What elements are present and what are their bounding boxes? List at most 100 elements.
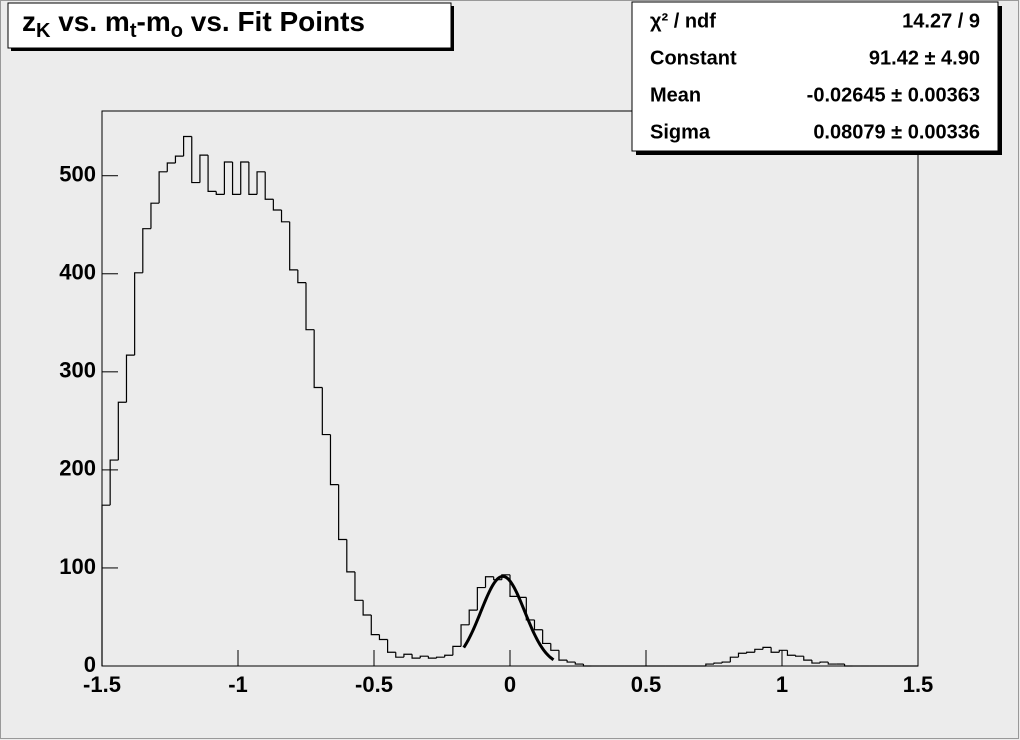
histogram-bin — [158, 171, 168, 204]
histogram-bin — [207, 155, 217, 193]
x-tick-label: -1 — [228, 672, 248, 697]
histogram-bin — [305, 282, 315, 331]
histogram-bin — [542, 629, 551, 645]
histogram-bin — [166, 162, 176, 172]
histogram-bin — [819, 661, 829, 664]
histogram-bin — [525, 597, 535, 621]
histogram-bin — [737, 652, 747, 658]
histogram-bin — [770, 647, 780, 653]
stat-value: 14.27 / 9 — [902, 10, 980, 32]
title-part: vs. m — [50, 6, 129, 37]
histogram-bin — [362, 600, 372, 616]
histogram-bin — [215, 191, 225, 195]
y-tick-label: 400 — [59, 260, 96, 285]
histogram-bin — [150, 202, 160, 229]
x-tick-label: 1 — [776, 672, 788, 697]
histogram-bin — [199, 154, 209, 183]
histogram-bin — [827, 662, 837, 665]
histogram-bin — [289, 221, 298, 271]
x-tick-label: 0.5 — [631, 672, 662, 697]
y-tick-label: 500 — [59, 162, 96, 187]
histogram-bin — [134, 272, 143, 356]
histogram-bin — [101, 504, 111, 666]
x-tick-label: -1.5 — [83, 672, 121, 697]
histogram-bin — [256, 171, 266, 195]
histogram-bin — [109, 459, 119, 506]
histogram-bin — [574, 662, 584, 665]
histogram-bin — [444, 654, 453, 658]
histogram-bin — [762, 646, 772, 650]
histogram-bin — [705, 663, 714, 666]
histogram-bin — [721, 661, 731, 664]
stat-value: -0.02645 ± 0.00363 — [807, 84, 980, 106]
histogram-bin — [280, 210, 290, 223]
histogram-bin — [811, 660, 821, 664]
histogram-bin — [313, 329, 323, 389]
x-tick-label: -0.5 — [355, 672, 393, 697]
stat-value: 91.42 ± 4.90 — [869, 47, 980, 69]
histogram-bin — [329, 434, 339, 486]
histogram-bin — [183, 135, 192, 157]
title-part: t — [130, 20, 137, 42]
y-tick-label: 0 — [84, 652, 96, 677]
histogram-bin — [191, 136, 200, 184]
histogram-bin — [550, 643, 559, 651]
histogram-bin — [435, 656, 445, 659]
plot: 0 100 200 300 400 500 -1.5 -1 -0.5 0 0.5 1 1.5 — [59, 135, 934, 697]
histogram-bin — [403, 653, 413, 658]
chart-title: zK vs. mt-mo vs. Fit Points — [22, 6, 365, 42]
y-tick-label: 300 — [59, 358, 96, 383]
histogram-bin — [248, 161, 258, 195]
y-tick-label: 200 — [59, 456, 96, 481]
stat-value: 0.08079 ± 0.00336 — [813, 121, 980, 143]
histogram-bin — [713, 662, 723, 665]
fit-curve — [462, 574, 555, 661]
histogram-bin — [370, 615, 380, 636]
y-tick-label: 100 — [59, 554, 96, 579]
histogram-bin — [795, 655, 804, 657]
histogram-bin — [387, 639, 396, 653]
histogram-bin — [117, 401, 127, 461]
stat-label: Sigma — [650, 121, 711, 143]
title-box — [7, 2, 452, 49]
histogram-bin — [142, 228, 151, 273]
stats: χ² / ndf 14.27 / 9 Constant 91.42 ± 4.90 Mea… — [650, 10, 980, 143]
title-part: z — [22, 6, 36, 37]
title-part: o — [171, 20, 183, 42]
histogram-bin — [378, 634, 388, 641]
histogram-bin — [746, 651, 755, 654]
stat-label: Mean — [650, 84, 701, 106]
histogram-bin — [321, 387, 331, 436]
histogram-bin — [223, 161, 233, 195]
histogram-bin — [558, 650, 568, 661]
stat-label: Constant — [650, 47, 737, 69]
histogram-bin — [338, 484, 347, 541]
histogram-bin — [582, 664, 592, 667]
histogram-bin — [346, 539, 355, 573]
histogram-bin — [786, 650, 796, 656]
histogram-bin — [803, 656, 812, 661]
histogram-bin — [533, 619, 543, 631]
histogram-bin — [395, 652, 404, 658]
histogram-bin — [754, 648, 763, 653]
x-tick-label: 1.5 — [903, 672, 934, 697]
histogram-bin — [468, 609, 478, 625]
histogram-bin — [501, 574, 510, 580]
histogram-bin — [484, 576, 494, 588]
histogram-bin — [231, 161, 241, 195]
histogram-bin — [272, 199, 282, 211]
histogram-bin — [452, 645, 462, 656]
histogram-bin — [476, 586, 486, 611]
histogram-bin — [427, 656, 437, 659]
histogram-bin — [297, 269, 306, 284]
histogram-bin — [493, 576, 502, 581]
histogram-bin — [566, 660, 576, 663]
histogram-bin — [729, 656, 739, 663]
histogram-bin — [354, 571, 364, 601]
histogram-bin — [843, 664, 853, 667]
histogram-bin — [240, 161, 249, 195]
histogram-bin — [778, 649, 788, 653]
histogram-bin — [174, 155, 184, 163]
